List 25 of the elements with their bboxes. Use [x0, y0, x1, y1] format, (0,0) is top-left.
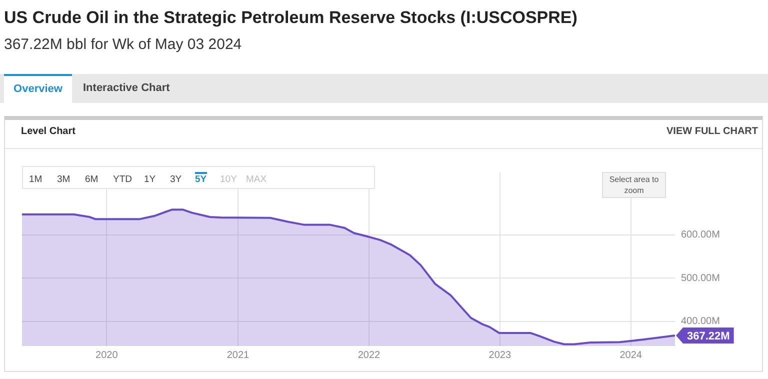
- annotation: MAX: [246, 173, 267, 185]
- chart-title: US Crude Oil in the Strategic Petroleum Reserve Stocks (I:USCOSPRE): [4, 8, 578, 28]
- y-tick-label: 500.00M: [681, 272, 720, 284]
- annotation: 1M: [29, 173, 42, 185]
- y-tick-label: 600.00M: [681, 230, 720, 241]
- x-tick-label: 2020: [96, 350, 118, 361]
- annotation: 6M: [85, 173, 98, 185]
- annotation: 1Y: [144, 173, 156, 185]
- x-tick-label: 2021: [226, 350, 250, 361]
- x-tick-label: 2022: [358, 350, 381, 361]
- y-tick-label: 400.00M: [681, 316, 720, 328]
- annotation: 5Y: [195, 172, 207, 185]
- text: Level Chart: [21, 126, 76, 137]
- text: VIEW FULL CHART: [666, 126, 758, 137]
- zoom-button: Select area to zoom: [602, 172, 666, 198]
- annotation: 3Y: [170, 173, 182, 185]
- x-tick-label: 2024: [620, 350, 642, 361]
- x-tick-label: 2023: [488, 350, 512, 361]
- text: Overview: [4, 74, 72, 103]
- annotation: 10Y: [220, 173, 237, 185]
- annotation: YTD: [113, 173, 132, 185]
- data-label: 367.22M: [687, 330, 730, 343]
- chart-subtitle: 367.22M bbl for Wk of May 03 2024: [4, 36, 242, 53]
- text: Interactive Chart: [83, 81, 170, 96]
- annotation: 3M: [57, 173, 70, 185]
